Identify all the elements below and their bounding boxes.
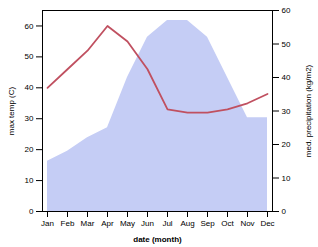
svg-text:Nov: Nov bbox=[240, 219, 254, 228]
svg-text:50: 50 bbox=[25, 52, 34, 61]
svg-text:60: 60 bbox=[282, 6, 291, 15]
svg-text:Jul: Jul bbox=[162, 219, 172, 228]
svg-text:40: 40 bbox=[25, 83, 34, 92]
svg-text:date (month): date (month) bbox=[133, 235, 182, 244]
svg-text:10: 10 bbox=[282, 174, 291, 183]
svg-text:Apr: Apr bbox=[101, 219, 114, 228]
svg-text:med. precipitation (kg/m2): med. precipitation (kg/m2) bbox=[304, 64, 313, 157]
svg-text:50: 50 bbox=[282, 40, 291, 49]
svg-text:30: 30 bbox=[282, 107, 291, 116]
svg-text:60: 60 bbox=[25, 22, 34, 31]
svg-text:Mar: Mar bbox=[81, 219, 95, 228]
svg-text:Sep: Sep bbox=[200, 219, 215, 228]
svg-text:Aug: Aug bbox=[180, 219, 194, 228]
svg-text:Jan: Jan bbox=[41, 219, 54, 228]
svg-text:20: 20 bbox=[282, 140, 291, 149]
svg-text:max temp (C): max temp (C) bbox=[7, 86, 16, 135]
svg-text:20: 20 bbox=[25, 145, 34, 154]
svg-text:40: 40 bbox=[282, 73, 291, 82]
svg-text:0: 0 bbox=[282, 207, 287, 216]
svg-text:0: 0 bbox=[29, 207, 34, 216]
svg-text:30: 30 bbox=[25, 114, 34, 123]
svg-text:Jun: Jun bbox=[141, 219, 154, 228]
svg-text:Oct: Oct bbox=[221, 219, 234, 228]
svg-text:May: May bbox=[120, 219, 135, 228]
svg-text:Feb: Feb bbox=[61, 219, 75, 228]
svg-text:Dec: Dec bbox=[260, 219, 274, 228]
svg-text:10: 10 bbox=[25, 176, 34, 185]
